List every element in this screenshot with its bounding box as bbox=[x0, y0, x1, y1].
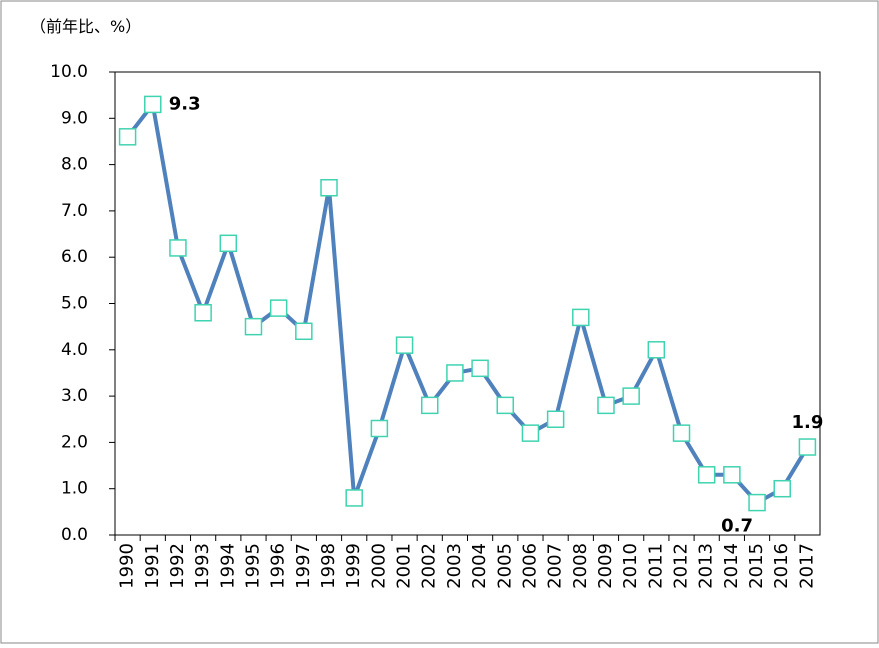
y-tick-label: 1.0 bbox=[61, 479, 88, 499]
x-tick-label: 1992 bbox=[167, 543, 188, 589]
x-tick-label: 2017 bbox=[796, 543, 817, 589]
x-tick-label: 2011 bbox=[645, 543, 666, 589]
value-label: 0.7 bbox=[721, 516, 753, 537]
y-tick-label: 8.0 bbox=[61, 155, 88, 175]
marker bbox=[546, 410, 565, 428]
x-tick-label: 1991 bbox=[142, 543, 163, 589]
x-tick-label: 2002 bbox=[419, 543, 440, 589]
y-tick-label: 6.0 bbox=[61, 247, 88, 267]
x-tick-label: 2006 bbox=[519, 543, 540, 589]
marker bbox=[420, 396, 439, 415]
x-tick-label: 2010 bbox=[620, 543, 641, 589]
marker bbox=[345, 489, 363, 507]
x-tick-label: 1995 bbox=[242, 543, 263, 589]
value-label: 9.3 bbox=[169, 93, 201, 114]
x-tick-label: 1990 bbox=[117, 543, 138, 589]
marker bbox=[647, 341, 666, 359]
marker bbox=[471, 359, 489, 378]
y-tick-label: 7.0 bbox=[61, 201, 88, 221]
marker bbox=[496, 396, 515, 415]
x-tick-label: 2004 bbox=[469, 543, 490, 589]
y-tick-label: 10.0 bbox=[50, 62, 88, 82]
x-tick-label: 2003 bbox=[444, 543, 465, 589]
x-tick-label: 1994 bbox=[217, 543, 238, 589]
x-tick-label: 1996 bbox=[268, 543, 289, 589]
value-label: 1.9 bbox=[791, 412, 823, 433]
x-tick-label: 2014 bbox=[721, 543, 742, 589]
marker bbox=[370, 419, 389, 438]
chart-title: （前年比、%） bbox=[30, 17, 141, 36]
marker bbox=[723, 466, 741, 484]
marker bbox=[622, 387, 640, 405]
marker bbox=[295, 322, 313, 341]
x-tick-label: 2001 bbox=[394, 543, 415, 589]
x-tick-label: 1999 bbox=[343, 543, 364, 589]
y-tick-label: 2.0 bbox=[61, 432, 88, 452]
x-tick-label: 2016 bbox=[771, 543, 792, 589]
marker bbox=[320, 179, 338, 197]
marker bbox=[773, 479, 791, 498]
x-tick-label: 2012 bbox=[671, 543, 692, 589]
x-tick-label: 2007 bbox=[545, 543, 566, 589]
marker bbox=[697, 466, 716, 484]
marker bbox=[169, 239, 187, 257]
marker bbox=[446, 364, 464, 382]
x-tick-label: 2015 bbox=[746, 543, 767, 589]
x-tick-label: 1993 bbox=[192, 543, 213, 589]
marker bbox=[798, 438, 817, 456]
x-tick-label: 2000 bbox=[368, 543, 389, 589]
line bbox=[126, 102, 810, 505]
y-tick-label: 0.0 bbox=[61, 525, 88, 545]
marker bbox=[597, 396, 615, 415]
x-tick-label: 2008 bbox=[570, 543, 591, 589]
marker bbox=[144, 95, 162, 114]
y-tick-label: 3.0 bbox=[61, 386, 88, 406]
marker bbox=[244, 317, 263, 336]
marker bbox=[395, 336, 414, 354]
marker bbox=[572, 308, 590, 327]
x-tick-label: 1998 bbox=[318, 543, 339, 589]
y-tick-label: 9.0 bbox=[61, 108, 88, 128]
marker bbox=[118, 128, 137, 146]
y-tick-label: 5.0 bbox=[61, 294, 88, 314]
marker bbox=[194, 304, 212, 322]
marker bbox=[219, 234, 238, 253]
x-tick-label: 1997 bbox=[293, 543, 314, 589]
x-tick-label: 2005 bbox=[494, 543, 515, 589]
marker bbox=[521, 424, 540, 442]
x-tick-label: 2013 bbox=[696, 543, 717, 589]
marker bbox=[672, 424, 691, 442]
y-tick-label: 4.0 bbox=[61, 340, 88, 360]
marker bbox=[748, 493, 766, 512]
marker bbox=[269, 299, 288, 317]
x-tick-label: 2009 bbox=[595, 543, 616, 589]
